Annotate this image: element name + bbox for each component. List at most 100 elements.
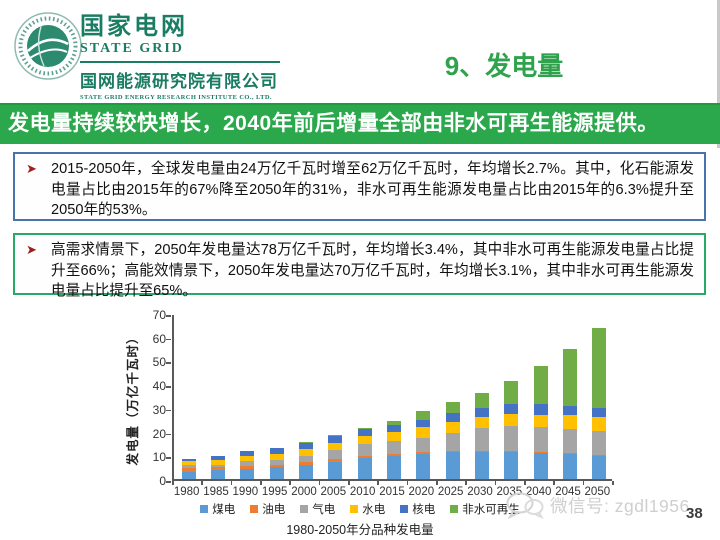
legend-label: 核电 [412, 504, 436, 516]
y-tick-mark [166, 362, 171, 364]
bar-segment [328, 442, 343, 451]
bar-segment [240, 468, 255, 479]
bar-segment [269, 464, 284, 468]
bar-segment [533, 414, 548, 427]
arrow-bullet-icon: ➤ [26, 161, 37, 176]
x-tick-label: 2050 [584, 486, 611, 498]
bar-segment [416, 437, 431, 453]
org-name-cn: 国网能源研究院有限公司 [80, 72, 278, 92]
logo-divider [80, 61, 280, 64]
bar-2005 [328, 435, 343, 479]
x-tick-label: 2025 [437, 486, 464, 498]
x-tick-mark [524, 481, 526, 485]
bar-1990 [240, 451, 255, 479]
bar-segment [240, 456, 255, 462]
x-tick-label: 1990 [232, 486, 259, 498]
y-axis-title: 发电量（万亿千瓦时） [126, 330, 140, 466]
x-tick-label: 2045 [555, 486, 581, 498]
y-tick-label: 30 [152, 402, 166, 417]
slide-title: 9、发电量 [444, 51, 564, 81]
bar-segment [328, 461, 343, 479]
bar-2015 [387, 421, 401, 479]
bar-segment [328, 458, 343, 462]
bar-segment [387, 431, 401, 441]
legend-item: 水电 [350, 501, 385, 517]
bar-segment [416, 454, 431, 479]
bar-segment [416, 410, 431, 421]
bar-segment [357, 427, 372, 430]
bar-segment [563, 454, 577, 479]
x-tick-mark [582, 481, 585, 485]
summary-box-global: ➤ 2015-2050年，全球发电量由24万亿千瓦时增至62万亿千瓦时，年均增长… [13, 152, 706, 221]
summary-text-scenarios: 高需求情景下，2050年发电量达78万亿千瓦时，年均增长3.4%，其中非水可再生… [51, 242, 694, 299]
bar-segment [563, 428, 577, 454]
plot-area [172, 315, 612, 481]
legend-swatch-icon [450, 505, 459, 513]
bar-segment [504, 380, 519, 405]
bar-segment [533, 451, 548, 453]
legend-label: 煤电 [212, 504, 236, 516]
x-tick-mark [260, 481, 262, 485]
bar-segment [328, 450, 343, 459]
legend-item: 气电 [300, 501, 335, 517]
legend-swatch-icon [400, 505, 409, 513]
bar-segment [357, 456, 372, 459]
bar-segment [445, 451, 460, 453]
x-tick-mark [612, 481, 614, 485]
bar-segment [357, 436, 372, 445]
bar-segment [445, 452, 460, 479]
x-tick-mark [230, 481, 233, 485]
generation-stacked-bar-chart: 发电量（万亿千瓦时） 煤电 油电 气电 水电 核电 非水可再生 1980-2050年分品种… [0, 300, 720, 540]
bar-segment [416, 420, 431, 428]
bar-2010 [357, 427, 372, 479]
y-tick-mark [166, 481, 171, 483]
y-tick-mark [166, 338, 171, 341]
bar-segment [299, 464, 313, 479]
bar-segment [357, 429, 372, 437]
bar-segment [181, 465, 196, 468]
bar-segment [504, 426, 519, 451]
bar-2045 [563, 348, 577, 479]
legend-item: 核电 [400, 501, 435, 517]
bar-segment [504, 404, 519, 415]
bar-segment [181, 467, 196, 472]
x-tick-mark [377, 481, 379, 485]
bar-segment [240, 461, 255, 466]
bar-segment [299, 442, 313, 443]
bar-segment [592, 455, 607, 479]
y-tick-mark [166, 457, 171, 459]
page-right-edge [717, 0, 720, 148]
x-tick-label: 2000 [291, 486, 317, 498]
x-tick-mark [289, 481, 291, 485]
y-tick-mark [166, 315, 171, 317]
bar-segment [504, 450, 519, 452]
bar-segment [592, 417, 607, 432]
bar-segment [240, 465, 255, 469]
bar-segment [387, 440, 401, 455]
headline-banner: 发电量持续较快增长，2040年前后增量全部由非水可再生能源提供。 [0, 103, 720, 144]
bar-segment [592, 455, 607, 456]
legend-label: 油电 [262, 504, 286, 516]
bar-segment [181, 459, 196, 461]
legend-swatch-icon [300, 505, 309, 513]
wechat-watermark: 微信号: zgdl1956 [506, 492, 690, 519]
y-tick-label: 50 [152, 355, 166, 370]
x-tick-mark [348, 481, 350, 485]
bar-segment [475, 451, 489, 479]
y-tick-label: 60 [152, 331, 166, 346]
bar-segment [357, 444, 372, 457]
y-tick-label: 20 [152, 426, 166, 441]
wechat-label: 微信号: zgdl1956 [550, 496, 690, 516]
bar-segment [563, 415, 577, 429]
x-tick-label: 2040 [525, 486, 552, 498]
bar-segment [299, 449, 313, 456]
legend-label: 非水可再生 [462, 504, 520, 516]
bar-2025 [445, 402, 460, 479]
brand-name-en: STATE GRID [80, 41, 184, 57]
bar-segment [504, 414, 519, 427]
legend-swatch-icon [200, 505, 209, 513]
bar-segment [475, 417, 489, 429]
bar-2000 [299, 442, 313, 479]
bar-segment [533, 366, 548, 405]
bar-segment [387, 456, 401, 479]
